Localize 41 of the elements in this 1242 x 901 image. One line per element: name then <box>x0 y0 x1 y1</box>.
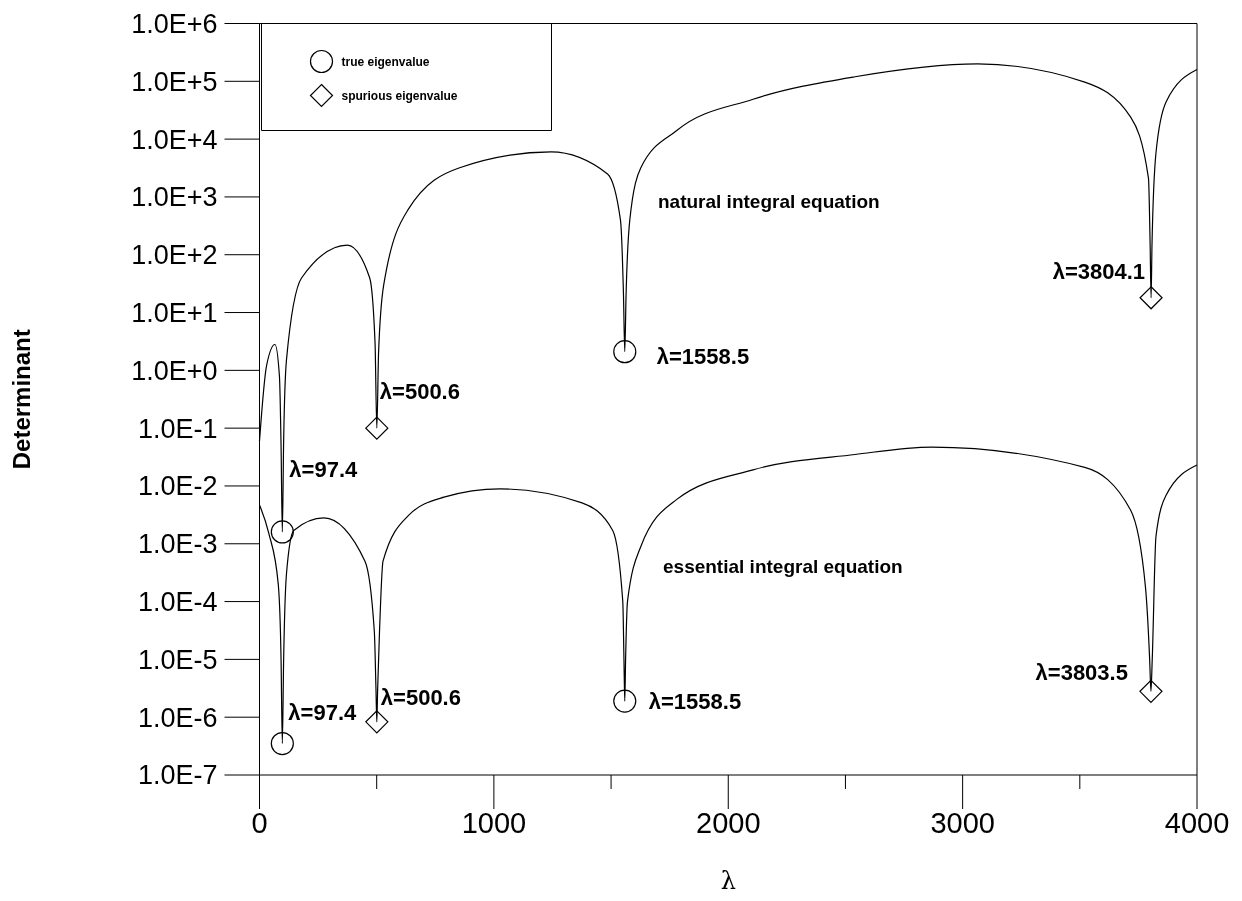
x-axis-title: λ <box>720 867 736 895</box>
point <box>270 520 294 544</box>
legend-label: true eigenvalue <box>341 54 430 69</box>
y-tick-label: 1.0E+5 <box>131 66 218 97</box>
y-tick-label: 1.0E+6 <box>131 8 218 39</box>
point <box>270 731 294 756</box>
annotation: λ=1558.5 <box>648 688 742 714</box>
y-tick-label: 1.0E-1 <box>137 413 218 444</box>
y-tick-label: 1.0E-6 <box>137 702 218 733</box>
legend-label: spurious eigenvalue <box>341 88 458 103</box>
y-tick-label: 1.0E+1 <box>131 297 218 328</box>
point <box>365 416 389 440</box>
x-tick-label: 3000 <box>930 807 995 839</box>
annotation: λ=500.6 <box>379 378 460 404</box>
x-tick-label: 4000 <box>1164 807 1230 839</box>
y-tick-label: 1.0E-3 <box>137 529 218 560</box>
annotation: λ=1558.5 <box>656 344 750 370</box>
series-label: natural integral equation <box>658 191 880 212</box>
y-tick-label: 1.0E-4 <box>137 587 218 618</box>
y-tick-label: 1.0E+3 <box>131 182 218 213</box>
y-tick-label: 1.0E-2 <box>137 471 218 502</box>
y-tick-label: 1.0E-5 <box>137 644 218 675</box>
annotation: λ=3803.5 <box>1035 660 1128 686</box>
y-axis-title: Determinant <box>8 329 35 470</box>
y-tick-label: 1.0E+0 <box>131 355 218 386</box>
annotation: λ=97.4 <box>288 700 357 726</box>
x-tick-label: 1000 <box>461 807 527 839</box>
point <box>1139 679 1163 703</box>
x-tick-label: 2000 <box>695 807 761 839</box>
y-tick-label: 1.0E-7 <box>137 760 218 791</box>
x-tick-label: 0 <box>251 807 268 839</box>
point <box>365 710 389 734</box>
point <box>613 340 637 364</box>
series-label: essential integral equation <box>663 556 903 577</box>
point <box>1139 286 1163 310</box>
annotation: λ=500.6 <box>380 684 461 710</box>
y-tick-label: 1.0E+2 <box>131 240 218 271</box>
annotation: λ=3804.1 <box>1052 259 1146 285</box>
y-tick-label: 1.0E+4 <box>131 124 218 155</box>
point <box>613 689 637 713</box>
annotation: λ=97.4 <box>289 456 358 482</box>
